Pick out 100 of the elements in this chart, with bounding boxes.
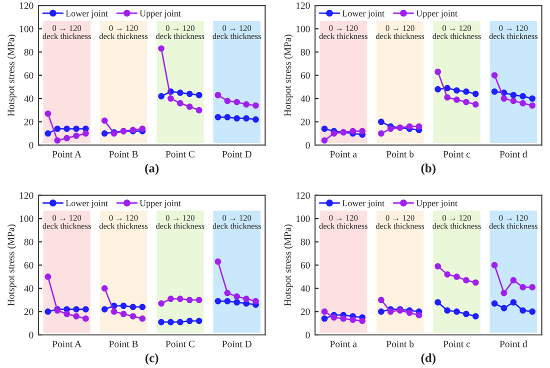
y-tick-label: 100 xyxy=(20,215,34,222)
y-tick-label: 20 xyxy=(24,118,34,126)
point xyxy=(176,90,184,96)
point xyxy=(444,94,450,101)
point xyxy=(520,93,526,100)
x-axis-title: (b) xyxy=(421,164,436,175)
x-tick-label: Point C xyxy=(166,340,194,348)
y-tick-label: 60 xyxy=(24,72,34,79)
point xyxy=(234,293,240,300)
x-tick-label: Point A xyxy=(52,150,82,158)
y-axis-title: Hotspot stress (MPa) xyxy=(284,224,293,306)
point xyxy=(529,284,536,290)
annotation: 0 → 120 deck thickness xyxy=(99,215,148,229)
point xyxy=(186,90,193,98)
x-axis-title: (c) xyxy=(145,353,158,365)
annotation: 0 → 120 deck thickness xyxy=(432,25,481,40)
point xyxy=(520,284,526,290)
point xyxy=(54,137,61,144)
point xyxy=(378,308,384,315)
point xyxy=(510,299,517,306)
point xyxy=(243,296,250,302)
annotation: 0 → 120 deck thickness xyxy=(42,25,91,40)
point xyxy=(444,271,450,278)
annotation: 0 → 120 deck thickness xyxy=(212,25,261,40)
y-axis-title: Hotspot stress (MPa) xyxy=(7,34,16,116)
y-tick-label: 100 xyxy=(20,26,34,32)
point xyxy=(252,298,259,304)
legend-label: Lower joint xyxy=(342,200,384,208)
point xyxy=(73,306,80,312)
annotation: 0 → 120 deck thickness xyxy=(319,25,368,40)
point xyxy=(139,315,146,322)
x-axis-title: (a) xyxy=(145,164,159,175)
x-tick-label: Point d xyxy=(500,340,528,348)
point xyxy=(330,314,338,321)
point xyxy=(44,274,52,280)
y-tick-label: 80 xyxy=(300,48,310,56)
x-tick-label: Point b xyxy=(386,340,414,348)
x-tick-label: Point C xyxy=(166,150,194,158)
point xyxy=(434,86,442,92)
y-tick-label: 60 xyxy=(24,262,34,269)
x-tick-label: Point d xyxy=(500,150,528,158)
point xyxy=(406,123,413,130)
legend-label: Lower joint xyxy=(66,200,108,208)
point xyxy=(101,117,108,124)
point xyxy=(520,100,526,106)
point xyxy=(520,307,526,314)
point xyxy=(176,318,184,326)
point xyxy=(416,312,422,318)
point xyxy=(224,290,231,296)
annotation: 0 → 120 deck thickness xyxy=(156,215,204,229)
point xyxy=(101,306,108,312)
point xyxy=(243,115,250,122)
point xyxy=(168,318,174,326)
y-tick-label: 20 xyxy=(300,308,310,316)
point xyxy=(387,308,394,315)
y-tick-label: 40 xyxy=(24,285,34,292)
point xyxy=(158,93,164,100)
point xyxy=(416,123,422,130)
point xyxy=(44,110,52,117)
point xyxy=(491,262,498,268)
point xyxy=(491,88,498,95)
annotation: 0 → 120 deck thickness xyxy=(432,215,481,229)
x-tick-label: Point b xyxy=(386,150,414,158)
y-tick-label: 80 xyxy=(24,48,34,56)
point xyxy=(359,318,366,324)
point xyxy=(64,126,70,132)
point xyxy=(214,114,222,120)
x-tick-label: Point D xyxy=(222,150,252,158)
y-tick-label: 0 xyxy=(29,142,34,149)
point xyxy=(186,296,193,304)
point xyxy=(462,88,470,95)
point xyxy=(234,299,240,306)
y-tick-label: 80 xyxy=(24,238,34,246)
point xyxy=(139,304,146,310)
x-tick-label: Point c xyxy=(443,340,470,348)
x-tick-label: Point a xyxy=(330,150,357,158)
point xyxy=(130,313,136,320)
point xyxy=(434,68,442,76)
point xyxy=(158,318,164,326)
point xyxy=(510,98,517,104)
point xyxy=(529,102,536,109)
point xyxy=(491,72,498,78)
point xyxy=(321,137,328,144)
point xyxy=(214,92,222,98)
point xyxy=(168,95,174,102)
x-tick-label: Point c xyxy=(443,150,470,158)
point xyxy=(406,310,413,316)
point xyxy=(472,279,479,286)
point xyxy=(176,296,184,302)
point xyxy=(378,118,384,126)
point xyxy=(434,299,442,306)
y-tick-label: 20 xyxy=(300,118,310,126)
point xyxy=(321,126,328,132)
point xyxy=(44,308,52,315)
x-axis-title: (d) xyxy=(421,353,436,365)
point xyxy=(321,315,328,322)
y-tick-label: 120 xyxy=(20,2,34,9)
y-tick-label: 80 xyxy=(300,238,310,246)
x-tick-label: Point a xyxy=(330,340,357,348)
y-tick-label: 120 xyxy=(296,192,310,199)
